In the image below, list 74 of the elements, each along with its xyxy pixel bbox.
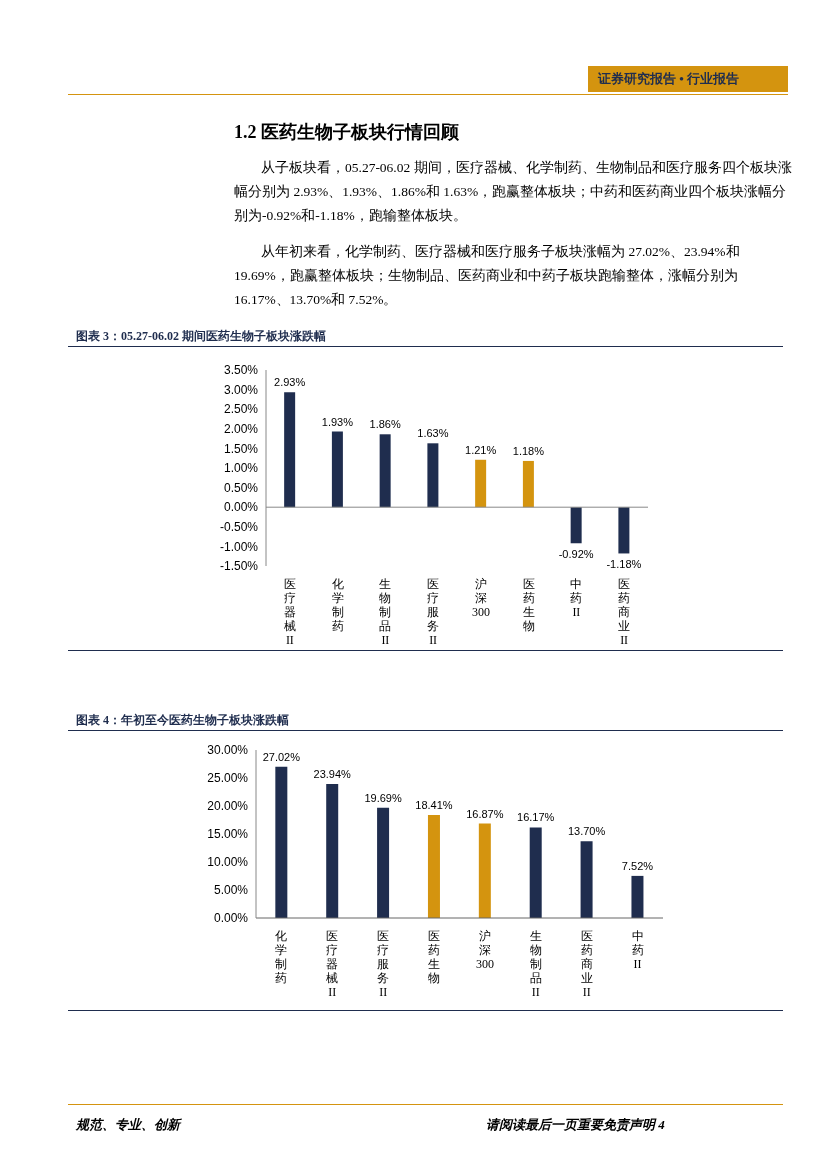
data-label: 1.93% <box>321 415 354 428</box>
x-tick-label: 医疗器械II <box>326 929 339 999</box>
data-label: 1.63% <box>417 427 449 440</box>
y-tick-label: 5.00% <box>213 883 249 898</box>
y-tick-label: 30.00% <box>207 743 249 758</box>
text: 从子板块看，05.27-06.02 期间，医疗器械、化学制药、生物制品和医疗服务四个板块涨幅分别为 2.93%、1.93%、1.86%和 1.63%，跑赢整体板块；中药和医药商业四个板块涨幅分别为-0.92%和-1.18%，跑输整体板块。 <box>234 159 793 225</box>
y-tick-label: 0.00% <box>223 500 259 515</box>
x-tick-label: 医疗服务II <box>377 929 390 999</box>
x-tick-label: 化学制药 <box>331 577 344 633</box>
y-tick-label: 1.50% <box>223 441 259 456</box>
data-label: 1.86% <box>369 418 401 431</box>
bar <box>331 431 343 508</box>
chart-title: 图表 3：05.27-06.02 期间医药生物子板块涨跌幅 <box>76 328 326 345</box>
text: 1.2 医药生物子板块行情回顾 <box>234 121 459 144</box>
data-label: 13.70% <box>567 825 606 838</box>
y-tick-label: 1.00% <box>223 461 259 476</box>
bar <box>275 766 288 918</box>
x-tick-label: 医疗服务II <box>427 577 440 647</box>
x-tick-label: 中药II <box>570 577 583 619</box>
data-label: 7.52% <box>621 859 654 872</box>
y-tick-label: 25.00% <box>207 771 249 786</box>
y-tick-label: 2.50% <box>223 402 259 417</box>
bar <box>529 827 542 918</box>
y-tick-label: 15.00% <box>207 827 249 842</box>
bar <box>284 392 296 508</box>
data-label: 1.21% <box>465 443 497 456</box>
x-tick-label: 医药生物 <box>522 577 535 633</box>
x-tick-label: 生物制品II <box>379 577 392 647</box>
bar <box>326 783 339 918</box>
bar <box>377 807 390 918</box>
bar <box>631 875 644 918</box>
bar <box>580 841 593 918</box>
y-tick-label: 0.50% <box>223 480 259 495</box>
text: 从年初来看，化学制药、医疗器械和医疗服务子板块涨幅为 27.02%、23.94%和 19.69%，跑赢整体板块；生物制品、医药商业和中药子板块跑输整体，涨幅分别为 16.17%、13.70%和 7.52%。 <box>234 243 741 309</box>
x-tick-label: 沪深300 <box>471 577 490 619</box>
y-tick-label: 3.50% <box>223 363 259 378</box>
data-label: 1.18% <box>512 444 545 457</box>
data-label: 16.87% <box>466 807 504 820</box>
x-tick-label: 沪深300 <box>475 929 494 971</box>
data-label: 23.94% <box>313 767 352 780</box>
y-tick-label: -1.50% <box>219 559 259 574</box>
data-label: 27.02% <box>262 750 301 763</box>
x-tick-label: 医药商业II <box>618 577 631 647</box>
y-tick-label: -1.00% <box>219 539 259 554</box>
text: 证券研究报告 • 行业报告 <box>598 70 740 88</box>
y-tick-label: 20.00% <box>207 799 249 814</box>
x-tick-label: 医药商业II <box>580 929 593 999</box>
bar <box>427 443 439 508</box>
text: 规范、专业、创新 <box>76 1116 180 1134</box>
x-tick-label: 中药II <box>631 929 644 971</box>
x-tick-label: 医药生物 <box>428 929 441 985</box>
data-label: 16.17% <box>517 811 555 824</box>
bar <box>522 460 534 508</box>
bar <box>475 459 487 508</box>
data-label: -0.92% <box>558 548 594 561</box>
y-tick-label: -0.50% <box>219 520 259 535</box>
x-tick-label: 生物制品II <box>529 929 542 999</box>
chart-title: 图表 4：年初至今医药生物子板块涨跌幅 <box>76 712 289 729</box>
bar <box>379 434 391 508</box>
y-tick-label: 3.00% <box>223 382 259 397</box>
y-tick-label: 10.00% <box>207 855 249 870</box>
y-tick-label: 0.00% <box>213 911 249 926</box>
data-label: -1.18% <box>606 558 642 571</box>
data-label: 18.41% <box>415 798 453 811</box>
bar <box>427 814 440 918</box>
bar <box>618 507 630 554</box>
text: 请阅读最后一页重要免责声明 4 <box>486 1116 665 1134</box>
data-label: 2.93% <box>274 376 306 389</box>
data-label: 19.69% <box>364 791 402 804</box>
x-tick-label: 化学制药 <box>275 929 288 985</box>
x-tick-label: 医疗器械II <box>283 577 296 647</box>
y-tick-label: 2.00% <box>223 422 259 437</box>
bar <box>478 823 491 918</box>
bar <box>570 507 582 544</box>
